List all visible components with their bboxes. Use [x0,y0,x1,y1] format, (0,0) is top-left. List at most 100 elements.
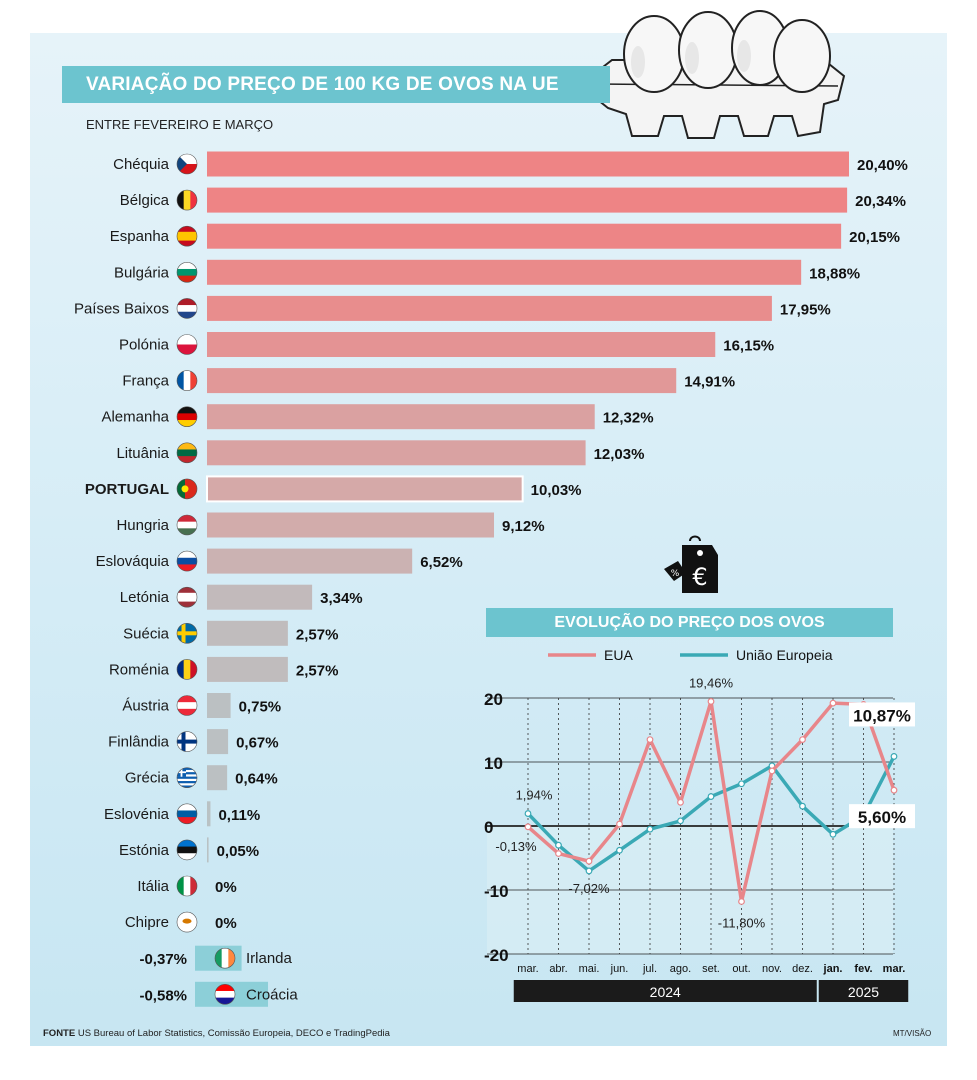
year-label: 2024 [650,984,681,1000]
data-point [707,698,715,705]
legend-label: União Europeia [736,647,833,663]
bar-category-label: Polónia [119,337,170,354]
flag-icon-eslovénia [176,803,198,825]
egg-carton-illustration [592,10,846,139]
x-tick-label: mai. [579,963,600,975]
y-tick-label: 0 [484,818,493,837]
x-tick-label: dez. [792,963,813,975]
bar-value-label: 0,67% [236,735,279,752]
bar-bulgária [207,259,802,285]
data-point [585,867,593,875]
flag-icon-frança [176,370,198,391]
data-point [677,817,684,825]
flag-icon-estónia [176,839,198,861]
bar-category-label: Estónia [119,842,170,859]
data-point [616,820,623,828]
bar-value-label: 17,95% [780,301,831,318]
bar-value-label: 10,03% [531,482,582,499]
flag-icon-irlanda [214,947,236,969]
annotation-label: 10,87% [853,706,911,725]
bar-value-label: 0,75% [239,699,282,716]
data-point [524,810,532,817]
bar-value-label: 9,12% [502,518,545,535]
x-tick-label: fev. [854,963,872,975]
data-point [738,780,745,788]
data-point [829,699,837,707]
bar-value-label: 0,05% [217,843,260,860]
bar-bélgica [207,187,848,213]
flag-icon-eslováquia [176,550,198,572]
flag-icon-finlândia [176,731,198,752]
data-point [555,850,562,857]
line-chart-title: EVOLUÇÃO DO PREÇO DOS OVOS [554,614,825,631]
flag-icon-países-baixos [176,298,198,319]
bar-value-label: 12,32% [603,410,654,427]
bar-value-label: 2,57% [296,662,339,679]
bar-alemanha [207,404,595,430]
bar-value-label: 16,15% [723,338,774,355]
bar-category-label: Suécia [123,625,170,642]
chart-title: VARIAÇÃO DO PREÇO DE 100 KG DE OVOS NA U… [86,74,559,95]
bar-value-label: 2,57% [296,626,339,643]
flag-icon-itália [176,875,198,897]
x-tick-label: out. [732,963,750,975]
data-point [555,841,562,849]
annotation-label: -11,80% [718,916,766,931]
chart-subtitle: ENTRE FEVEREIRO E MARÇO [86,117,274,132]
bar-category-label: Hungria [116,517,169,534]
year-band [818,980,909,1002]
y-tick-label: 20 [484,690,503,709]
y-tick-label: -10 [484,882,509,901]
title-band [62,66,610,103]
bar-category-label: Lituânia [116,445,169,462]
bar-value-label: 14,91% [684,374,735,391]
annotation-label: -7,02% [568,881,610,896]
bar-value-label: 6,52% [420,554,463,571]
bar-category-label: Roménia [109,661,170,678]
bar-category-label: Chéquia [113,156,170,173]
flag-icon-bélgica [176,189,198,211]
source-note: FONTE US Bureau of Labor Statistics, Com… [43,1028,390,1039]
annotation-label: 1,94% [516,788,553,803]
svg-text:€: € [692,563,707,591]
data-point [890,786,898,794]
flag-icon-hungria [176,514,198,536]
bar-value-label: 0% [215,915,237,932]
bar-category-label: Alemanha [101,409,169,426]
data-point [585,857,593,865]
data-point [799,802,806,810]
data-point [799,736,806,743]
bar-category-label: França [122,373,169,390]
annotation-label: 5,60% [858,808,906,827]
bar-value-label: 0% [215,879,237,896]
line-chart-title-band [486,608,893,637]
bar-polónia [207,332,716,357]
flag-icon-grécia [176,767,198,789]
source-text: US Bureau of Labor Statistics, Comissão … [77,1028,390,1039]
bar-category-label: Letónia [120,589,170,606]
flag-icon-chipre [176,911,198,933]
bar-chéquia [207,151,849,177]
bar-value-label: 20,15% [849,229,900,246]
data-point [677,798,684,806]
bar-category-label: Áustria [122,698,169,715]
x-tick-label: mar. [883,963,906,975]
bar-letónia [207,584,313,610]
flag-icon-roménia [176,659,198,680]
bar-category-label: Itália [137,878,169,895]
y-tick-label: -20 [484,946,509,965]
bar-value-label: 0,64% [235,771,278,788]
bar-value-label: 20,34% [855,193,906,210]
data-point [524,823,532,831]
bar-frança [207,368,677,394]
flag-icon-chéquia [176,153,198,175]
bar-value-label: 20,40% [857,157,908,174]
bar-lituânia [207,440,586,466]
data-point [707,793,715,800]
year-label: 2025 [848,984,879,1000]
bar-category-label: Bulgária [114,264,170,281]
annotation-box [849,702,915,727]
data-point [646,736,654,743]
credit: MT/VISÃO [893,1029,932,1038]
